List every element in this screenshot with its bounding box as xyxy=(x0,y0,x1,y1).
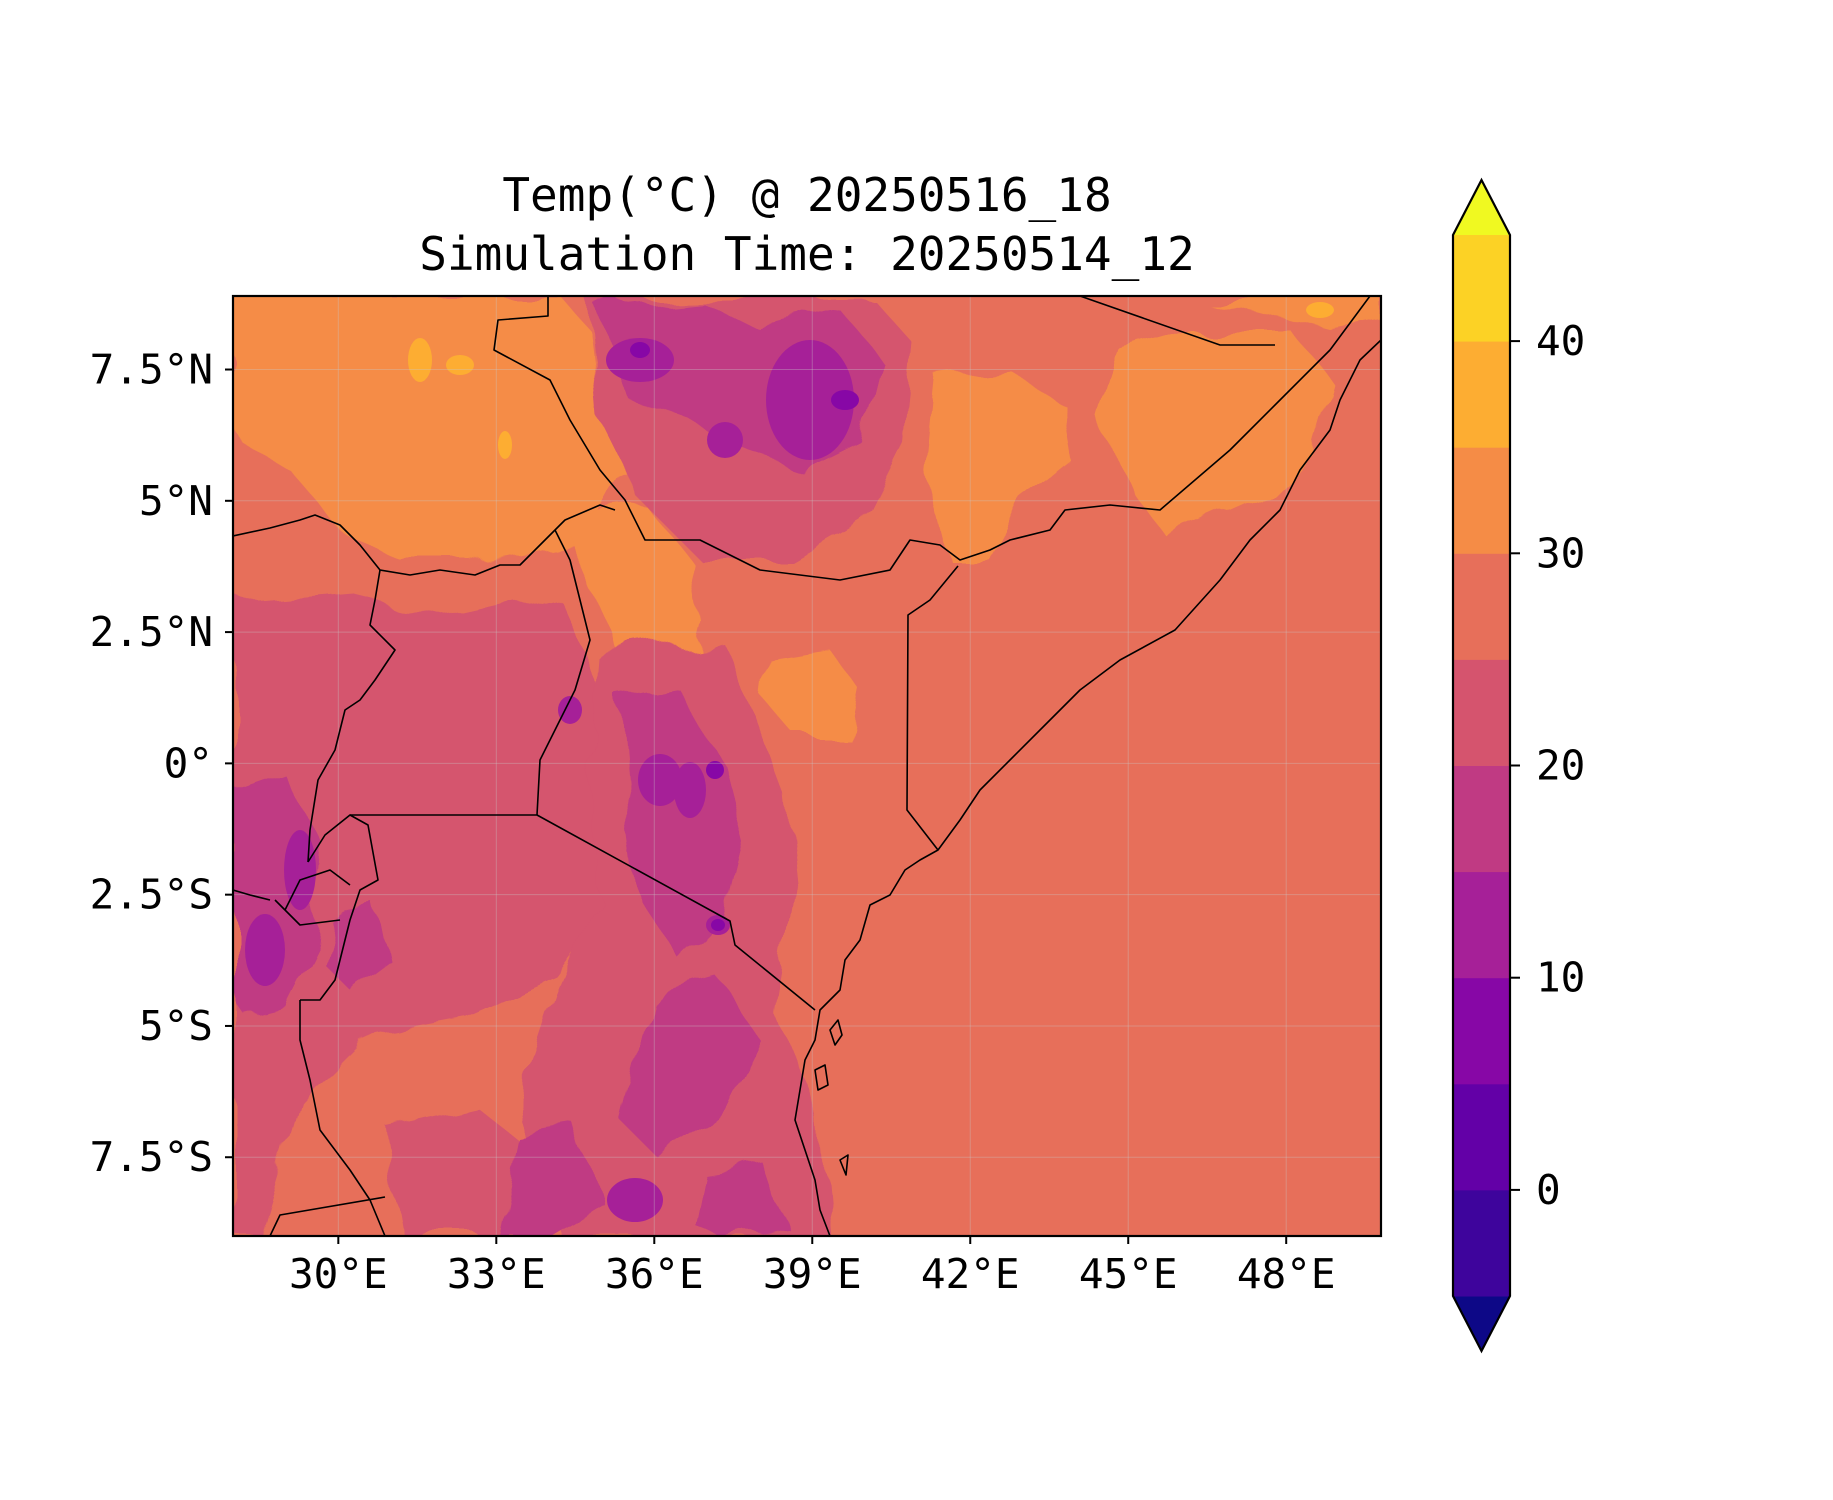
colorbar-band xyxy=(1453,1189,1510,1297)
colorbar-band xyxy=(1453,447,1510,554)
colorbar-tick-label: 40 xyxy=(1536,317,1585,365)
colorbar-band xyxy=(1453,235,1510,342)
map-title-line2: Simulation Time: 20250514_12 xyxy=(419,227,1195,281)
colorbar-band xyxy=(1453,871,1510,979)
country-borders xyxy=(233,296,1371,1236)
x-tick-label: 30°E xyxy=(289,1250,388,1298)
band-35-40 xyxy=(408,302,1334,459)
x-tick-label: 36°E xyxy=(605,1250,704,1298)
y-tick-label: 0° xyxy=(164,739,213,787)
temperature-field xyxy=(233,296,1381,1236)
x-tick-label: 39°E xyxy=(763,1250,862,1298)
colorbar-outline xyxy=(1451,177,1512,1354)
map-title-line1: Temp(°C) @ 20250516_18 xyxy=(502,168,1112,222)
colorbar-ticks: 0 10 20 30 40 xyxy=(1510,317,1585,1214)
map-frame xyxy=(231,294,1383,1238)
y-tick-label: 7.5°S xyxy=(90,1133,213,1181)
y-tick-label: 2.5°N xyxy=(90,608,213,656)
colorbar-band xyxy=(1453,553,1510,660)
colorbar-band xyxy=(1453,765,1510,873)
band-30-35 xyxy=(233,296,1381,770)
band-10-15 xyxy=(245,338,854,1222)
colorbar-tick-label: 30 xyxy=(1536,529,1585,577)
colorbar-band xyxy=(1453,1083,1510,1191)
colorbar-tick-label: 10 xyxy=(1536,954,1585,1002)
colorbar xyxy=(1451,177,1512,1354)
colorbar-extend-min xyxy=(1453,1296,1510,1351)
x-axis-ticks: 30°E 33°E 36°E 39°E 42°E 45°E 48°E xyxy=(289,1236,1336,1298)
x-tick-label: 42°E xyxy=(921,1250,1020,1298)
x-tick-label: 48°E xyxy=(1237,1250,1336,1298)
colorbar-extend-max xyxy=(1453,180,1510,235)
y-axis-ticks: 7.5°N 5°N 2.5°N 0° 2.5°S 5°S 7.5°S xyxy=(90,346,233,1181)
colorbar-band xyxy=(1453,341,1510,448)
colorbar-tick-label: 20 xyxy=(1536,742,1585,790)
coastline xyxy=(794,339,1381,1236)
colorbar-band xyxy=(1453,977,1510,1085)
y-tick-label: 2.5°S xyxy=(90,871,213,919)
band-5-10 xyxy=(630,342,859,931)
y-tick-label: 5°S xyxy=(139,1002,213,1050)
x-tick-label: 45°E xyxy=(1079,1250,1178,1298)
colorbar-tick-label: 0 xyxy=(1536,1166,1561,1214)
x-tick-label: 33°E xyxy=(447,1250,546,1298)
y-tick-label: 5°N xyxy=(139,477,213,525)
y-tick-label: 7.5°N xyxy=(90,346,213,394)
colorbar-band xyxy=(1453,659,1510,766)
